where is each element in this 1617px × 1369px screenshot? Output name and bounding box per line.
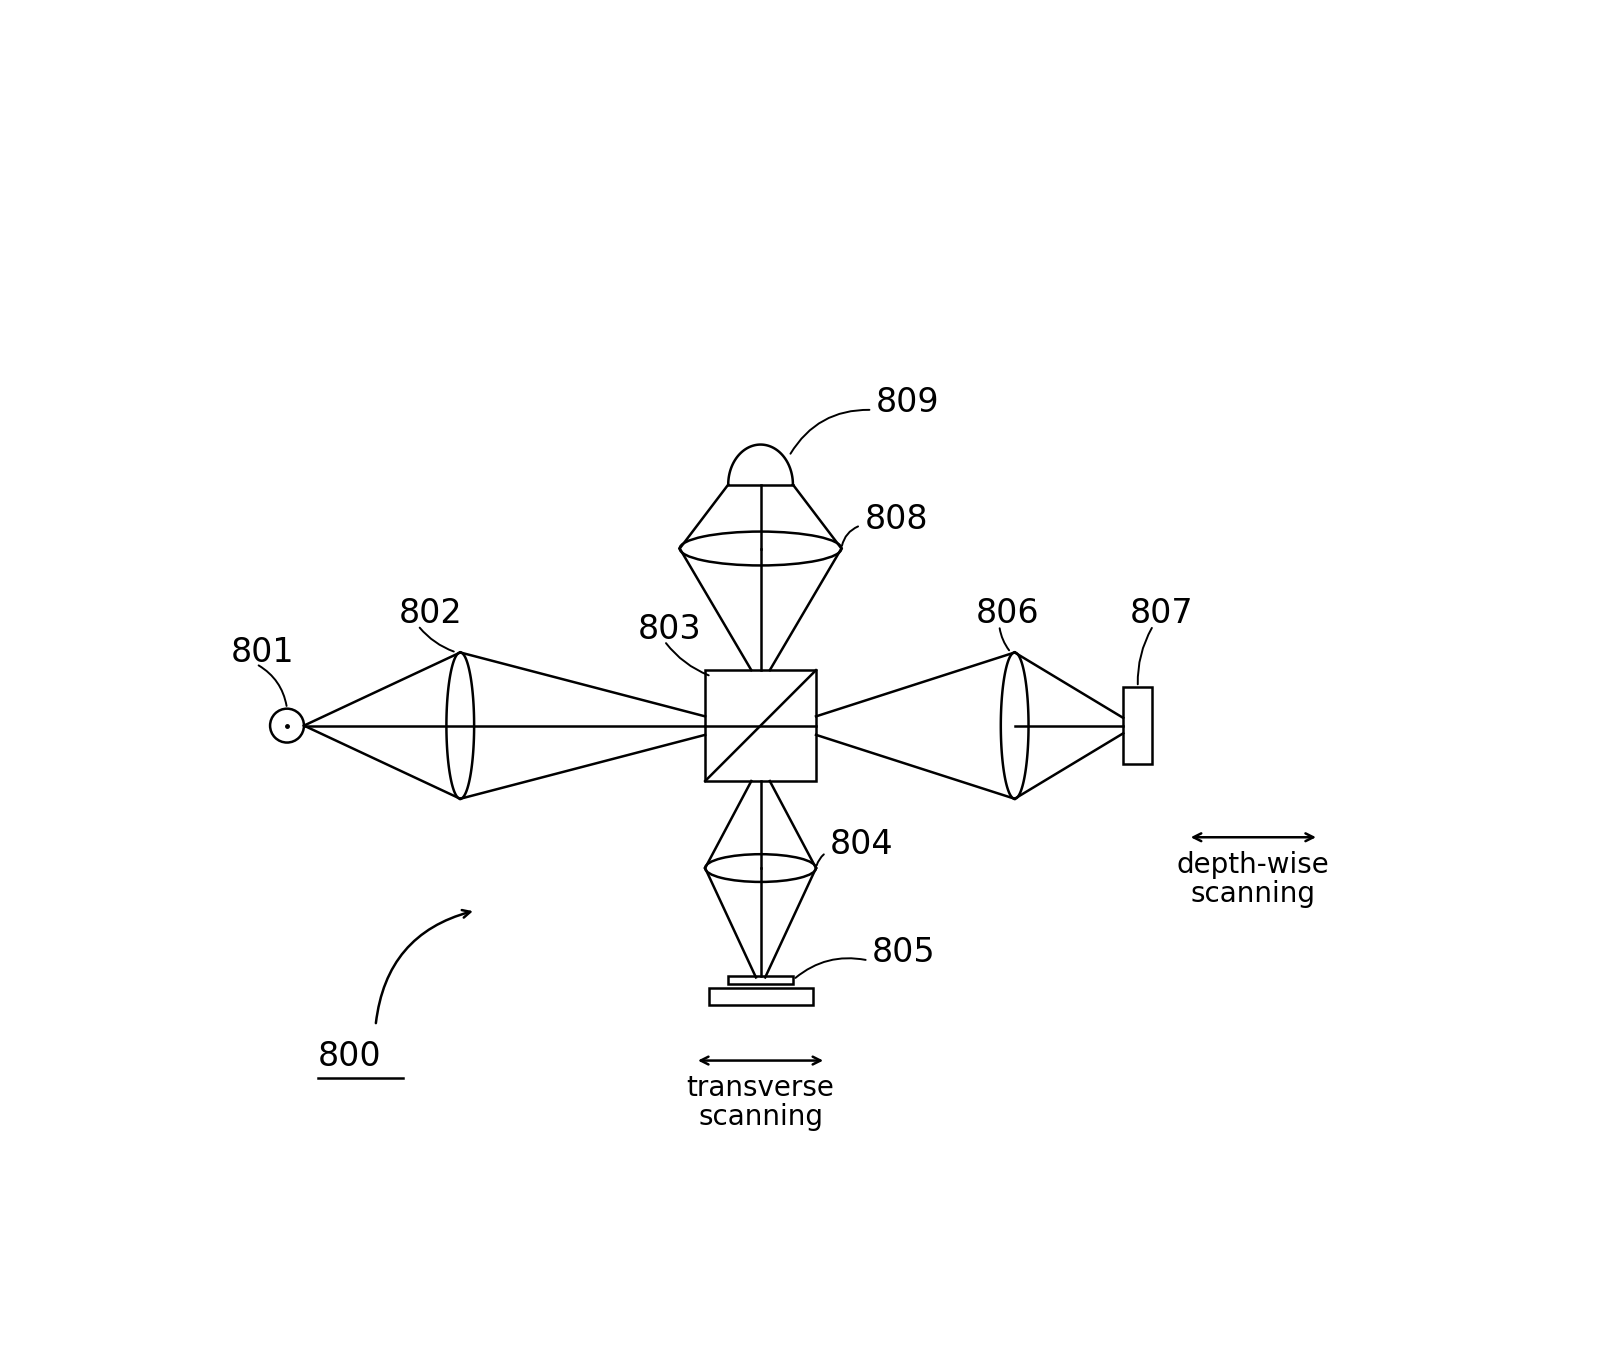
Bar — [708, 988, 812, 1005]
Text: 804: 804 — [830, 828, 894, 861]
Text: 803: 803 — [637, 613, 702, 646]
Text: 802: 802 — [399, 597, 462, 631]
Text: 807: 807 — [1130, 597, 1193, 631]
Text: scanning: scanning — [699, 1103, 823, 1131]
Bar — [705, 671, 817, 782]
Text: 805: 805 — [872, 936, 936, 969]
Text: 800: 800 — [319, 1040, 382, 1073]
Text: 808: 808 — [865, 502, 928, 535]
Text: 809: 809 — [876, 386, 939, 419]
Bar — [1124, 687, 1153, 764]
Text: scanning: scanning — [1190, 880, 1316, 908]
Bar — [728, 976, 794, 983]
Text: transverse: transverse — [687, 1075, 834, 1102]
Text: 806: 806 — [977, 597, 1040, 631]
Text: depth-wise: depth-wise — [1177, 852, 1329, 879]
Text: 801: 801 — [231, 637, 294, 669]
